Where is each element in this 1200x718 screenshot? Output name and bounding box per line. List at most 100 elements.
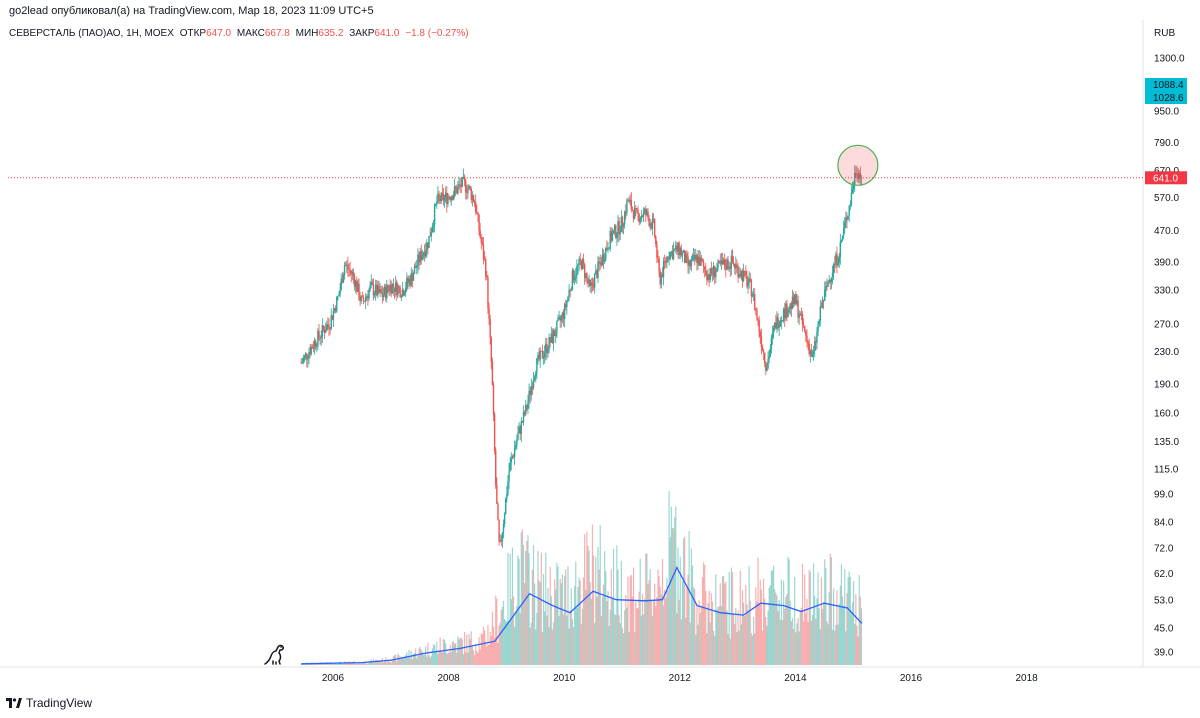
volume-bar: [552, 622, 555, 665]
volume-bar: [738, 630, 740, 665]
volume-bar: [646, 553, 648, 665]
volume-bar: [380, 662, 382, 665]
volume-bar: [669, 537, 671, 665]
candle-body: [771, 332, 774, 339]
footer-brand[interactable]: TradingView: [6, 696, 92, 710]
volume-bar: [638, 591, 640, 665]
candle-body: [837, 262, 839, 266]
candle-body: [818, 321, 820, 324]
candle-body: [346, 264, 348, 266]
volume-bar: [813, 563, 815, 665]
volume-bar: [775, 592, 777, 665]
volume-bar: [709, 622, 711, 665]
y-tick-label: 115.0: [1154, 464, 1179, 475]
volume-bar: [632, 567, 635, 665]
candle-body: [605, 247, 607, 260]
volume-bar: [415, 648, 417, 665]
volume-bar: [804, 574, 806, 665]
candle-body: [527, 401, 529, 409]
volume-bar: [504, 619, 506, 665]
candle-body: [785, 303, 787, 319]
volume-bar: [803, 621, 805, 665]
y-tick-label: 39.0: [1154, 648, 1174, 659]
volume-bar: [464, 631, 466, 665]
volume-bar: [451, 641, 453, 665]
time-axis[interactable]: 2006 2008 2010 2012 2014 2016 2018: [322, 673, 1038, 684]
volume-bar: [569, 610, 571, 665]
volume-bar: [429, 657, 431, 665]
volume-bar: [501, 606, 503, 665]
volume-bar: [771, 570, 774, 665]
candle-body: [730, 255, 733, 269]
volume-bar: [678, 599, 680, 665]
volume-bar: [514, 627, 516, 665]
x-tick-label: 2018: [1015, 673, 1038, 684]
volume-bar: [525, 550, 527, 665]
volume-bar: [378, 661, 380, 665]
volume-bar: [457, 636, 459, 665]
candle-body: [573, 277, 576, 281]
volume-bar: [621, 627, 624, 665]
candle-body: [683, 250, 686, 263]
y-tick-label: 190.0: [1154, 379, 1179, 390]
volume-bar: [469, 638, 471, 665]
volume-bar: [570, 588, 572, 665]
volume-bar: [389, 662, 391, 665]
candle-body: [767, 359, 769, 369]
volume-bar: [788, 559, 790, 665]
candle-body: [648, 217, 650, 226]
volume-bar: [750, 633, 752, 665]
volume-bar: [479, 649, 481, 665]
chart-grid: [0, 20, 1200, 668]
price-axis[interactable]: 1300.0950.0790.0670.0570.0470.0390.0330.…: [1154, 54, 1185, 659]
volume-bar: [835, 624, 837, 665]
candle-body: [526, 404, 528, 409]
candle-body: [498, 519, 500, 542]
candle-body: [329, 328, 331, 330]
volume-bar: [398, 655, 400, 665]
candle-body: [849, 204, 852, 207]
symbol-legend: СЕВЕРСТАЛЬ (ПАО)АО, 1Н, MOEX ОТКР647.0 М…: [9, 28, 469, 39]
candle-body: [460, 185, 462, 187]
volume-bar: [369, 660, 371, 665]
y-tick-label: 53.0: [1154, 596, 1174, 607]
candle-body: [390, 284, 392, 294]
volume-bar: [779, 619, 781, 665]
volume-bar: [625, 595, 627, 665]
volume-bar: [409, 657, 411, 665]
candle-body: [322, 325, 325, 330]
volume-bar: [373, 662, 376, 665]
volume-bar: [777, 611, 779, 665]
volume-bar: [631, 596, 634, 665]
volume-bar: [524, 583, 526, 665]
candle-body: [449, 197, 451, 201]
volume-bar: [692, 586, 695, 665]
volume-bar: [647, 584, 649, 665]
candle-body: [455, 186, 457, 189]
candle-body: [814, 341, 816, 351]
volume-bar: [618, 615, 620, 665]
volume-bar: [754, 633, 756, 665]
volume-bar: [844, 569, 846, 665]
volume-bar: [551, 629, 554, 665]
volume-bar: [383, 661, 386, 665]
volume-bar: [472, 650, 475, 665]
volume-bar: [620, 560, 622, 665]
y-tick-label: 45.0: [1154, 623, 1174, 634]
candle-body: [448, 196, 450, 198]
candle-body: [595, 270, 597, 275]
volume-bar: [760, 589, 762, 665]
volume-bar: [428, 654, 430, 665]
candle-body: [300, 362, 302, 364]
volume-bar: [636, 608, 638, 665]
volume-bar: [317, 663, 319, 665]
volume-bar: [611, 597, 614, 665]
volume-bar: [801, 563, 804, 665]
volume-bar: [309, 663, 311, 665]
candle-body: [372, 284, 375, 296]
volume-bar: [837, 624, 839, 665]
candle-body: [606, 247, 608, 250]
candle-body: [673, 249, 676, 250]
volume-bar: [823, 601, 825, 665]
